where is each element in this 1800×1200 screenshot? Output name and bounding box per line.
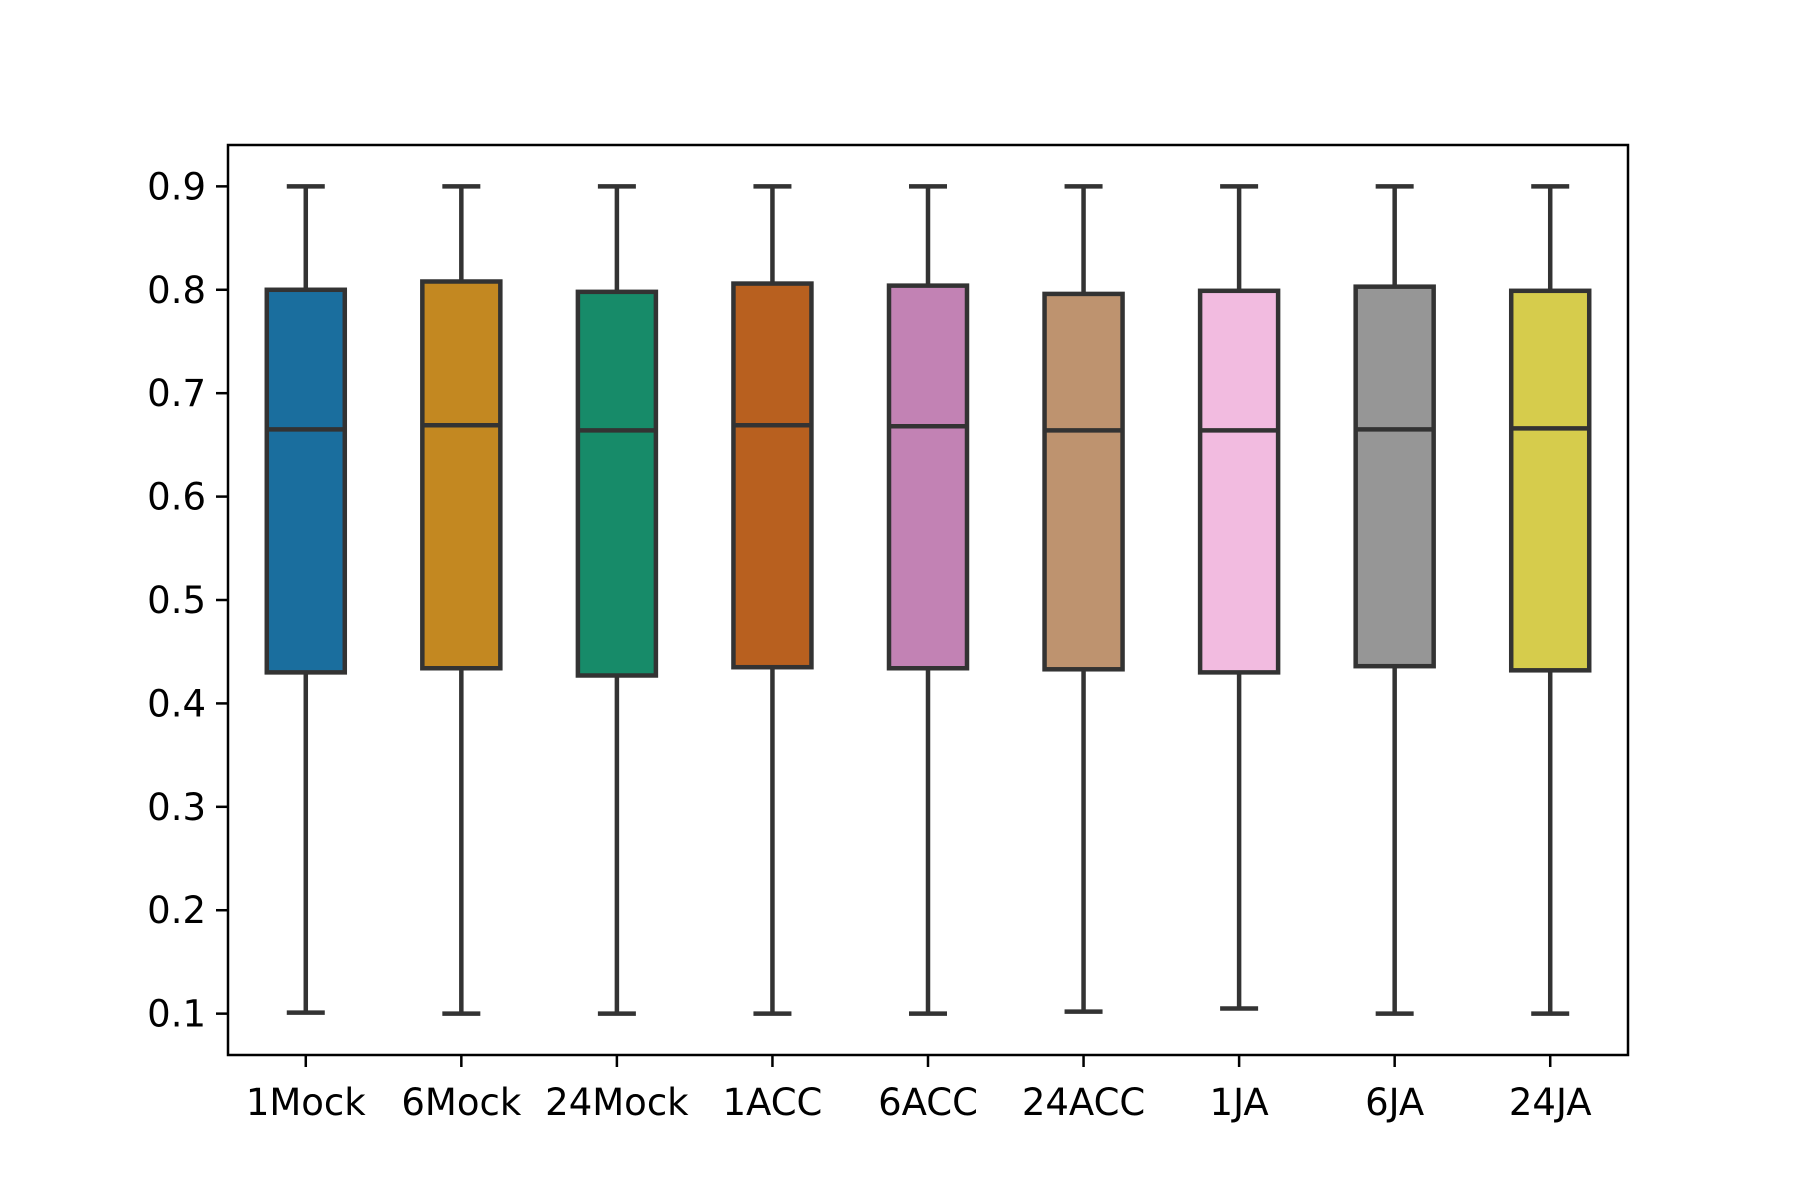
box-24Mock bbox=[575, 184, 659, 1016]
box-1JA bbox=[1197, 184, 1281, 1011]
x-axis: 1Mock 6Mock 24Mock 1ACC 6ACC 24ACC 1JA 6JA 24JA bbox=[246, 1055, 1592, 1124]
x-tick-label: 6ACC bbox=[878, 1081, 978, 1124]
x-tick-label: 24Mock bbox=[545, 1081, 689, 1124]
iqr-box bbox=[1508, 288, 1592, 673]
box-6Mock bbox=[420, 184, 503, 1016]
y-tick-label: 0.5 bbox=[147, 579, 206, 622]
iqr-box bbox=[264, 287, 348, 675]
x-tick-label: 1JA bbox=[1210, 1081, 1269, 1124]
x-tick-label: 24JA bbox=[1509, 1081, 1592, 1124]
x-tick-label: 6JA bbox=[1365, 1081, 1424, 1124]
box-1Mock bbox=[264, 184, 348, 1015]
box-24ACC bbox=[1042, 184, 1125, 1014]
x-tick-label: 24ACC bbox=[1022, 1081, 1145, 1124]
x-tick-label: 1ACC bbox=[723, 1081, 823, 1124]
y-tick-label: 0.3 bbox=[147, 786, 206, 829]
boxes-layer bbox=[264, 184, 1592, 1016]
y-tick-label: 0.4 bbox=[147, 682, 206, 725]
iqr-box bbox=[1042, 291, 1125, 672]
iqr-box bbox=[731, 281, 814, 670]
iqr-box bbox=[575, 289, 659, 678]
iqr-box bbox=[1197, 288, 1281, 675]
x-tick-label: 1Mock bbox=[246, 1081, 366, 1124]
y-tick-label: 0.6 bbox=[147, 476, 206, 519]
iqr-box bbox=[1353, 284, 1436, 669]
y-tick-label: 0.7 bbox=[147, 372, 206, 415]
x-tick-label: 6Mock bbox=[401, 1081, 521, 1124]
y-tick-label: 0.9 bbox=[147, 165, 206, 208]
box-6ACC bbox=[886, 184, 970, 1016]
y-tick-label: 0.1 bbox=[147, 993, 206, 1036]
box-24JA bbox=[1508, 184, 1592, 1016]
y-tick-label: 0.8 bbox=[147, 269, 206, 312]
y-axis: 0.1 0.2 0.3 0.4 0.5 0.6 0.7 0.8 0.9 bbox=[147, 165, 228, 1036]
iqr-box bbox=[420, 279, 503, 671]
iqr-box bbox=[886, 283, 970, 671]
box-1ACC bbox=[731, 184, 814, 1016]
y-tick-label: 0.2 bbox=[147, 889, 206, 932]
box-6JA bbox=[1353, 184, 1436, 1016]
